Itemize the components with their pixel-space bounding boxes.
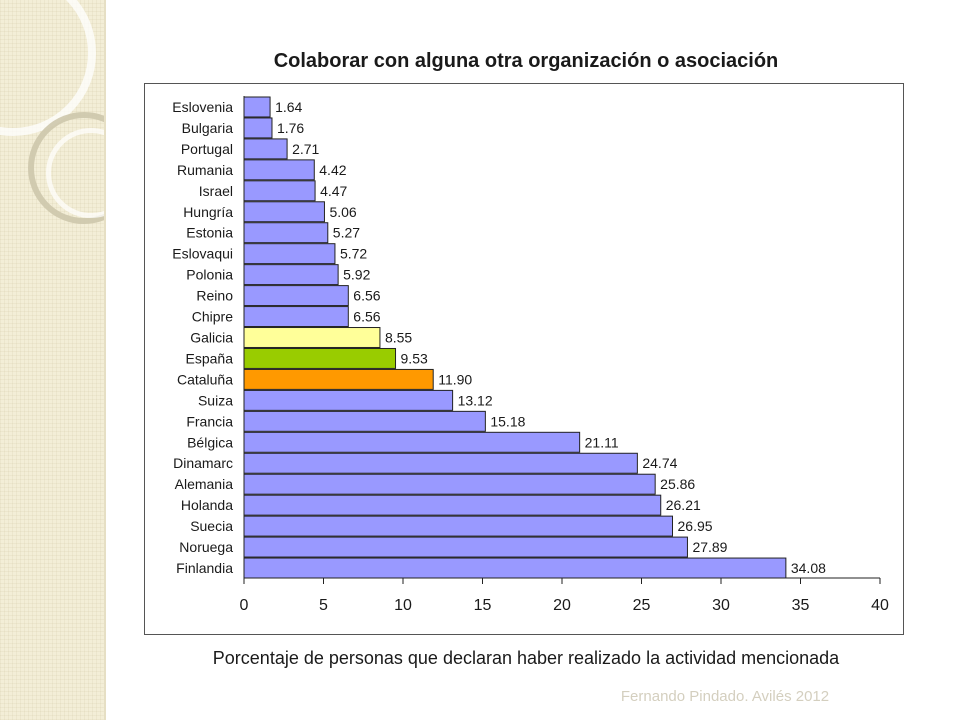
bar — [243, 96, 271, 118]
value-label: 11.90 — [438, 371, 472, 387]
bar — [243, 473, 656, 495]
bar — [243, 285, 349, 307]
value-label: 6.56 — [353, 288, 380, 304]
bar — [243, 243, 336, 265]
category-label: Francia — [186, 413, 233, 429]
decorative-sidebar — [0, 0, 104, 720]
value-label: 15.18 — [490, 413, 525, 429]
bar — [243, 410, 486, 432]
x-tick-label: 15 — [474, 597, 492, 614]
sidebar-divider — [104, 0, 106, 720]
category-label: Bélgica — [187, 434, 233, 450]
bar — [243, 180, 316, 202]
x-tick-label: 20 — [553, 597, 571, 614]
x-tick-label: 40 — [871, 597, 889, 614]
bar — [243, 431, 581, 453]
value-label: 5.72 — [340, 246, 367, 262]
category-label: Cataluña — [177, 371, 233, 387]
value-label: 13.12 — [458, 392, 493, 408]
value-label: 2.71 — [292, 141, 319, 157]
bar — [243, 536, 688, 558]
bar — [243, 306, 349, 328]
value-label: 6.56 — [353, 309, 380, 325]
chart-title: Colaborar con alguna otra organización o… — [273, 50, 779, 72]
category-label: Hungría — [183, 204, 233, 220]
bar — [243, 264, 339, 286]
value-label: 27.89 — [692, 539, 727, 555]
value-label: 21.11 — [585, 434, 619, 450]
bar — [243, 117, 273, 139]
value-label: 26.21 — [666, 497, 701, 513]
category-label: Dinamarc — [173, 455, 233, 471]
category-label: Eslovenia — [172, 99, 233, 115]
value-label: 8.55 — [385, 330, 412, 346]
category-label: Portugal — [181, 141, 233, 157]
category-label: Rumania — [177, 162, 233, 178]
category-label: Chipre — [192, 309, 233, 325]
category-label: Suiza — [198, 392, 233, 408]
x-tick-label: 5 — [319, 597, 328, 614]
value-label: 24.74 — [642, 455, 677, 471]
value-label: 9.53 — [401, 350, 428, 366]
bar — [243, 494, 662, 516]
value-label: 4.47 — [320, 183, 347, 199]
bar — [243, 515, 674, 537]
bar — [243, 138, 288, 160]
x-tick-label: 25 — [633, 597, 651, 614]
value-label: 5.27 — [333, 225, 360, 241]
x-axis-label: Porcentaje de personas que declaran habe… — [212, 648, 840, 668]
x-tick-label: 35 — [792, 597, 810, 614]
value-label: 25.86 — [660, 476, 695, 492]
category-label: Bulgaria — [182, 120, 234, 136]
category-label: Finlandia — [176, 560, 233, 576]
value-label: 34.08 — [791, 560, 826, 576]
x-tick-label: 10 — [394, 597, 412, 614]
category-label: Galicia — [190, 330, 233, 346]
value-label: 4.42 — [319, 162, 346, 178]
bar — [243, 347, 397, 369]
bar — [243, 389, 454, 411]
value-label: 26.95 — [678, 518, 713, 534]
x-tick-label: 30 — [712, 597, 730, 614]
bar — [243, 452, 638, 474]
bar — [243, 368, 434, 390]
category-label: Alemania — [175, 476, 234, 492]
footer-credit: Fernando Pindado. Avilés 2012 — [620, 688, 830, 705]
bar — [243, 327, 381, 348]
category-label: España — [186, 350, 234, 366]
bar — [243, 159, 315, 181]
category-label: Reino — [196, 288, 233, 304]
category-label: Eslovaqui — [172, 246, 233, 262]
x-tick-label: 0 — [240, 597, 249, 614]
value-label: 5.92 — [343, 267, 370, 283]
category-label: Polonia — [186, 267, 233, 283]
category-label: Holanda — [181, 497, 233, 513]
value-label: 1.76 — [277, 120, 304, 136]
decorative-ring — [28, 112, 104, 224]
bar — [243, 222, 329, 244]
value-label: 5.06 — [329, 204, 356, 220]
category-label: Israel — [199, 183, 233, 199]
category-label: Noruega — [179, 539, 233, 555]
category-label: Estonia — [186, 225, 233, 241]
bar — [243, 557, 787, 579]
category-label: Suecia — [190, 518, 233, 534]
bar — [243, 201, 325, 223]
value-label: 1.64 — [275, 99, 302, 115]
